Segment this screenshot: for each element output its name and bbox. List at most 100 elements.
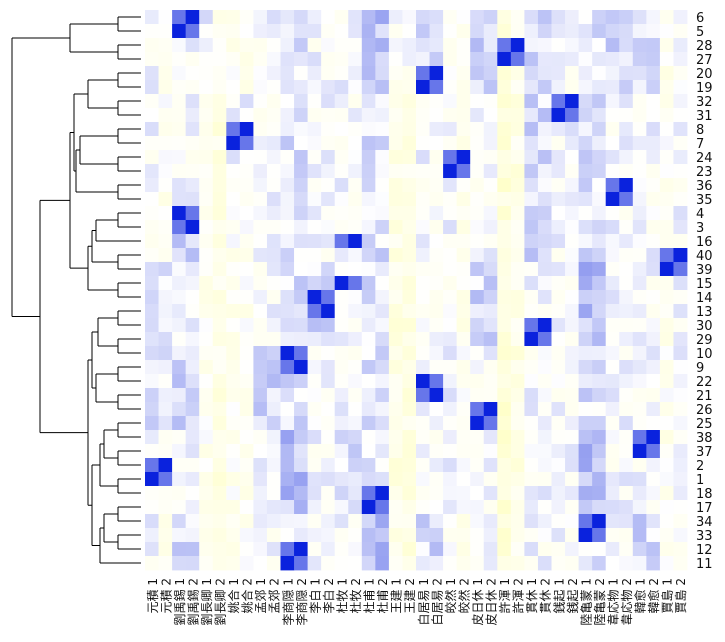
heatmap-cell (212, 374, 227, 389)
heatmap-cell (280, 556, 295, 571)
heatmap-cell (510, 80, 525, 95)
heatmap-cell (592, 52, 607, 67)
heatmap-cell (510, 220, 525, 235)
heatmap-cell (307, 80, 322, 95)
heatmap-cell (334, 458, 349, 473)
heatmap-cell (402, 500, 417, 515)
heatmap-cell (239, 486, 254, 501)
heatmap-cell (646, 290, 661, 305)
heatmap-cell (470, 458, 485, 473)
heatmap-cell (646, 374, 661, 389)
heatmap-cell (226, 206, 241, 221)
heatmap-cell (659, 220, 674, 235)
heatmap-cell (524, 150, 539, 165)
heatmap-cell (605, 304, 620, 319)
heatmap-cell (416, 514, 430, 529)
heatmap-cell (361, 542, 376, 557)
heatmap-cell (145, 108, 159, 123)
heatmap-cell (334, 430, 349, 445)
heatmap-cell (456, 220, 471, 235)
column-label: 皮日休 2 (485, 578, 499, 625)
heatmap-cell (361, 486, 376, 501)
row-label: 19 (696, 81, 713, 96)
heatmap-cell (483, 52, 498, 67)
heatmap-cell (199, 178, 214, 193)
heatmap-cell (592, 108, 607, 123)
heatmap-cell (294, 66, 308, 81)
heatmap-cell (673, 542, 688, 557)
heatmap-cell (321, 472, 336, 487)
heatmap-cell (239, 346, 254, 361)
heatmap-cell (565, 430, 579, 445)
heatmap-cell (470, 248, 485, 263)
heatmap-cell (510, 192, 525, 207)
heatmap-cell (253, 444, 268, 459)
heatmap-cell (537, 542, 552, 557)
heatmap-cell (537, 192, 552, 207)
heatmap-cell (483, 444, 498, 459)
heatmap-cell (294, 374, 308, 389)
heatmap-cell (578, 136, 593, 151)
heatmap-cell (443, 290, 458, 305)
heatmap-cell (253, 402, 268, 417)
heatmap-cell (592, 388, 607, 403)
heatmap-cell (605, 290, 620, 305)
heatmap-cell (388, 220, 403, 235)
heatmap-cell (361, 332, 376, 347)
heatmap-cell (294, 220, 308, 235)
heatmap-cell (565, 290, 579, 305)
heatmap-cell (145, 178, 159, 193)
heatmap-cell (646, 94, 661, 109)
heatmap-cell (266, 542, 281, 557)
heatmap-cell (172, 262, 187, 277)
heatmap-cell (172, 94, 187, 109)
heatmap-cell (280, 192, 295, 207)
heatmap-cell (619, 10, 634, 25)
heatmap-cell (158, 304, 173, 319)
heatmap-cell (646, 234, 661, 249)
heatmap-cell (632, 346, 647, 361)
heatmap-cell (158, 486, 173, 501)
heatmap-cell (537, 10, 552, 25)
heatmap-cell (388, 150, 403, 165)
heatmap-cell (294, 346, 308, 361)
heatmap-cell (497, 220, 512, 235)
heatmap-cell (470, 206, 485, 221)
heatmap-cell (158, 164, 173, 179)
heatmap-cell (239, 528, 254, 543)
heatmap-cell (429, 192, 444, 207)
heatmap-cell (158, 430, 173, 445)
heatmap-cell (456, 514, 471, 529)
heatmap-cell (592, 94, 607, 109)
heatmap-cell (375, 38, 390, 53)
heatmap-cell (280, 304, 295, 319)
heatmap-cell (443, 430, 458, 445)
heatmap-cell (632, 220, 647, 235)
heatmap-cell (266, 472, 281, 487)
heatmap-cell (199, 290, 214, 305)
heatmap-cell (145, 136, 159, 151)
heatmap-cell (212, 486, 227, 501)
heatmap-cell (429, 360, 444, 375)
column-label: 賈島 2 (673, 578, 688, 613)
heatmap-cell (497, 80, 512, 95)
column-label: 皮日休 1 (471, 578, 485, 625)
heatmap-cell (388, 318, 403, 333)
heatmap-cell (646, 388, 661, 403)
heatmap-cell (673, 52, 688, 67)
heatmap-cell (578, 122, 593, 137)
heatmap-cell (659, 136, 674, 151)
heatmap-cell (361, 150, 376, 165)
row-label: 4 (696, 207, 704, 222)
heatmap-cell (551, 360, 566, 375)
heatmap-cell (592, 24, 607, 39)
heatmap-cell (280, 234, 295, 249)
heatmap-cell (429, 24, 444, 39)
heatmap-cell (605, 10, 620, 25)
heatmap-cell (619, 94, 634, 109)
heatmap-cell (619, 374, 634, 389)
heatmap-cell (172, 38, 187, 53)
heatmap-cell (470, 416, 485, 431)
heatmap-cell (199, 150, 214, 165)
heatmap-cell (578, 94, 593, 109)
